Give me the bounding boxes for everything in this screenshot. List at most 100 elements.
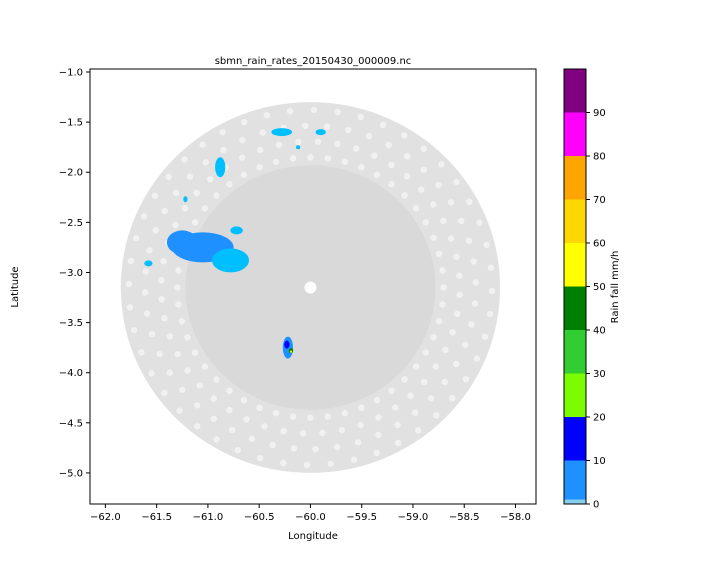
radar-ring-gap — [241, 119, 248, 126]
colorbar-segment — [564, 460, 586, 500]
radar-ring-gap — [160, 258, 167, 265]
radar-ring-gap — [193, 189, 200, 197]
radar-ring-gap — [146, 247, 153, 254]
radar-ring-gap — [151, 192, 159, 199]
radar-ring-gap — [324, 155, 331, 162]
radar-ring-gap — [312, 446, 319, 453]
rain-layer — [144, 128, 326, 359]
radar-ring-gap — [458, 217, 465, 225]
radar-ring-gap — [435, 250, 443, 257]
radar-ring-gap — [272, 158, 280, 165]
radar-ring-gap — [127, 257, 135, 265]
radar-ring-gap — [186, 173, 194, 180]
x-tick-label: −59.0 — [398, 512, 429, 523]
radar-ring-gap — [201, 363, 208, 370]
radar-ring-gap — [430, 201, 437, 208]
radar-ring-gap — [440, 217, 447, 225]
colorbar-tick-label: 20 — [593, 413, 606, 424]
colorbar-tick-label: 80 — [593, 152, 606, 163]
radar-ring-gap — [220, 146, 227, 154]
radar-ring-gap — [438, 161, 445, 168]
radar-ring-gap — [418, 186, 425, 193]
y-tick-label: −2.0 — [59, 168, 83, 179]
radar-ring-gap — [303, 461, 311, 469]
radar-ring-gap — [148, 331, 156, 338]
radar-ring-gap — [310, 106, 318, 114]
radar-ring-gap — [462, 341, 469, 348]
radar-ring-gap — [256, 454, 264, 462]
colorbar-segment — [564, 69, 586, 113]
radar-ring-gap — [395, 439, 402, 447]
radar-ring-gap — [453, 253, 460, 260]
radar-ring-gap — [486, 310, 494, 318]
radar-ring-gap — [248, 435, 256, 442]
radar-ring-gap — [174, 284, 181, 291]
radar-ring-gap — [440, 284, 447, 291]
radar-ring-gap — [430, 334, 437, 341]
colorbar-segment — [564, 286, 586, 330]
radar-ring-gap — [345, 126, 352, 134]
chart-title: sbmn_rain_rates_20150430_000009.nc — [215, 56, 412, 67]
colorbar-segment — [564, 499, 586, 504]
radar-ring-gap — [420, 145, 427, 152]
radar-ring-gap — [142, 268, 149, 275]
radar-ring-gap — [473, 355, 481, 362]
radar-ring-gap — [191, 349, 199, 356]
radar-ring-gap — [468, 321, 475, 328]
radar-ring-gap — [289, 413, 297, 420]
x-axis-label: Longitude — [288, 531, 338, 542]
radar-ring-gap — [272, 410, 280, 417]
radar-ring-gap — [433, 412, 440, 419]
x-tick-label: −62.0 — [90, 512, 121, 523]
colorbar-segment — [564, 417, 586, 461]
radar-ring-gap — [441, 378, 448, 386]
radar-ring-gap — [365, 133, 373, 140]
y-tick-label: −5.0 — [59, 468, 83, 479]
radar-ring-gap — [353, 145, 360, 152]
radar-ring-gap — [213, 376, 220, 383]
radar-ring-gap — [427, 395, 435, 402]
radar-ring-gap — [449, 329, 456, 336]
radar-ring-gap — [401, 192, 408, 199]
radar-ring-gap — [401, 376, 408, 383]
y-tick-label: −4.5 — [59, 418, 83, 429]
radar-ring-gap — [161, 207, 168, 215]
radar-ring-gap — [280, 427, 287, 435]
radar-ring-gap — [172, 221, 179, 229]
radar-ring-gap — [256, 164, 263, 171]
radar-ring-gap — [407, 392, 414, 399]
radar-ring-gap — [375, 431, 382, 439]
radar-ring-gap — [412, 363, 420, 370]
radar-ring-gap — [161, 389, 168, 397]
radar-ring-gap — [287, 107, 294, 115]
x-axis: −62.0 −61.5 −61.0 −60.5 −60.0 −59.5 −59.0 −58.5… — [90, 504, 531, 523]
radar-ring-gap — [295, 138, 302, 146]
radar-ring-gap — [243, 416, 250, 423]
radar-ring-gap — [199, 141, 206, 148]
radar-ring-gap — [487, 264, 495, 271]
colorbar-tick-label: 90 — [593, 108, 606, 119]
y-tick-label: −3.0 — [59, 268, 83, 279]
radar-ring-gap — [338, 427, 345, 434]
radar-ring-gap — [403, 173, 411, 180]
radar-ring-gap — [422, 219, 429, 226]
radar-ring-gap — [239, 136, 246, 144]
colorbar-segment — [564, 199, 586, 243]
radar-ring-gap — [226, 387, 233, 394]
radar-ring-gap — [140, 213, 148, 220]
radar-ring-gap — [466, 198, 473, 205]
radar-ring-gap — [166, 369, 173, 376]
radar-ring-gap — [373, 171, 381, 178]
radar-ring-gap — [269, 441, 276, 449]
x-tick-label: −58.0 — [500, 512, 531, 523]
radar-ring-gap — [178, 318, 185, 325]
colorbar-segment — [564, 156, 586, 200]
radar-ring-gap — [289, 155, 297, 162]
radar-ring-gap — [435, 318, 443, 325]
radar-ring-gap — [184, 334, 191, 341]
radar-ring-gap — [201, 205, 208, 212]
radar-ring-gap — [263, 112, 270, 119]
radar-ring-gap — [193, 402, 201, 409]
radar-ring-gap — [175, 267, 182, 274]
